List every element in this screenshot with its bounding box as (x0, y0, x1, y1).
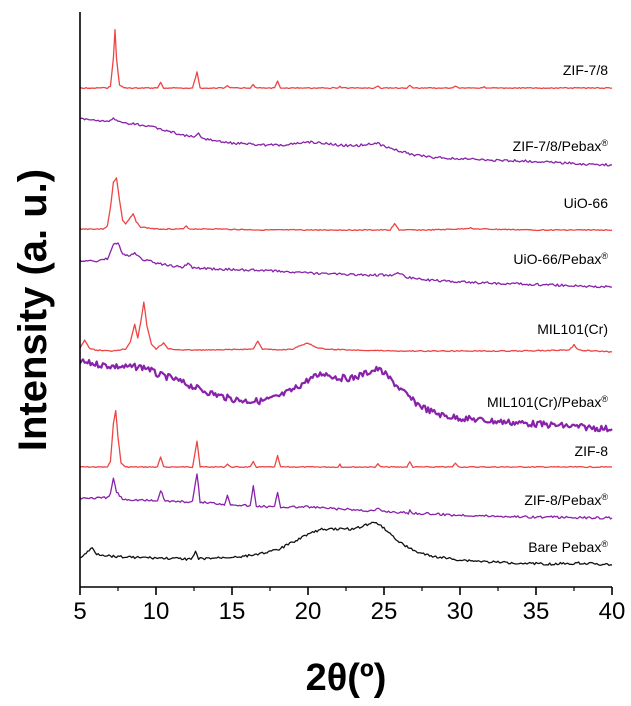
series-label-uio66-pebax: UiO-66/Pebax® (513, 251, 608, 267)
y-axis-title: Intensity (a. u.) (11, 169, 55, 451)
x-tick-label: 25 (371, 598, 398, 625)
x-tick-label: 20 (295, 598, 322, 625)
trace-uio66 (79, 177, 613, 232)
trace-zif8 (79, 409, 613, 469)
x-tick-label: 40 (599, 598, 626, 625)
trace-uio66-pebax (79, 242, 613, 289)
x-tick-label: 35 (523, 598, 550, 625)
series-label-mil101-pebax: MIL101(Cr)/Pebax® (487, 394, 608, 410)
trace-mil101 (79, 301, 613, 353)
series-label-zif78: ZIF-7/8 (563, 62, 608, 78)
x-axis-title: 2θ(º) (306, 657, 387, 699)
series-label-zif8: ZIF-8 (575, 443, 609, 459)
trace-bare-pebax (79, 521, 613, 567)
x-tick-label: 15 (219, 598, 246, 625)
x-tick-label: 5 (73, 598, 86, 625)
series-label-bare-pebax: Bare Pebax® (528, 539, 608, 555)
trace-zif78 (79, 28, 613, 90)
series-label-zif78-pebax: ZIF-7/8/Pebax® (513, 138, 609, 154)
trace-zif8-pebax (79, 473, 613, 520)
series-label-mil101: MIL101(Cr) (537, 321, 608, 337)
x-axis-ticks: 5 10 15 20 25 30 35 40 (73, 587, 625, 625)
series-label-uio66: UiO-66 (564, 195, 609, 211)
x-tick-label: 30 (447, 598, 474, 625)
series-traces (79, 28, 613, 567)
series-labels: ZIF-7/8 ZIF-7/8/Pebax® UiO-66 UiO-66/Pebax®… (487, 62, 608, 555)
series-label-zif8-pebax: ZIF-8/Pebax® (524, 492, 608, 508)
x-tick-label: 10 (143, 598, 170, 625)
trace-mil101-pebax (79, 358, 613, 433)
trace-zif78-pebax (79, 117, 613, 167)
